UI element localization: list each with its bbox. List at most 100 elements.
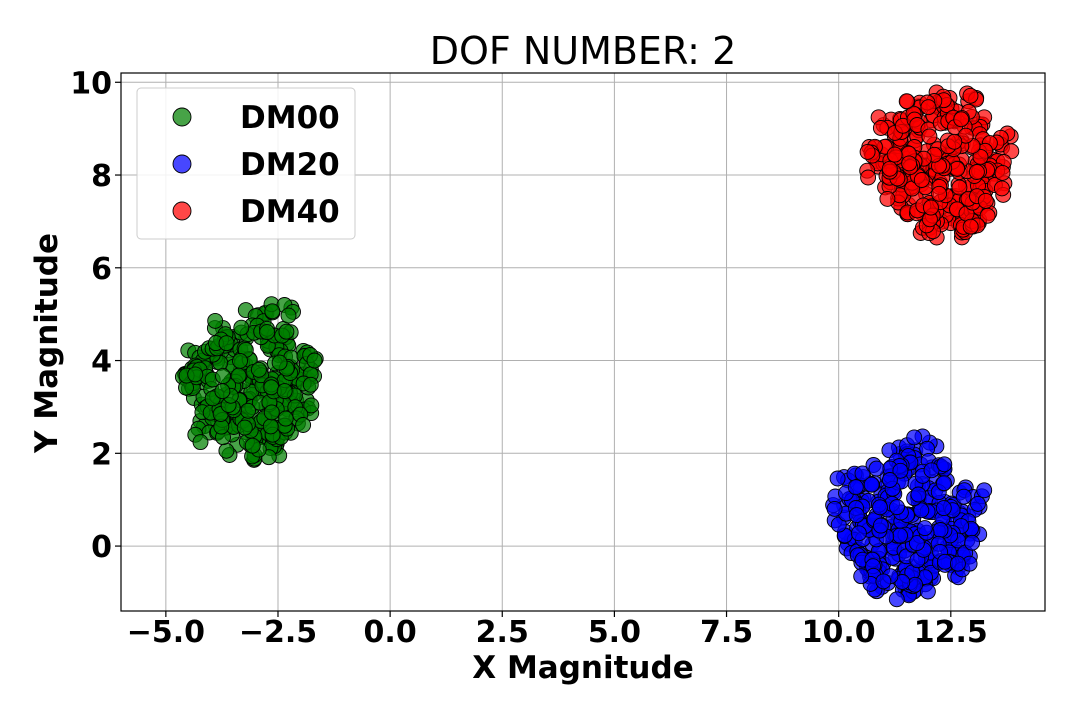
data-point [262,418,279,435]
data-point [910,486,927,503]
x-tick-label: 7.5 [700,615,753,650]
y-tick-label: 0 [91,530,112,565]
chart-title: DOF NUMBER: 2 [430,29,737,73]
data-point [215,368,231,385]
data-point [280,307,297,324]
legend: DM00 DM20 DM40 [136,87,356,240]
data-point [303,397,320,414]
data-point [859,143,876,160]
x-tick-label: 10.0 [802,615,876,650]
x-tick-label: −5.0 [127,615,205,650]
legend-label-dm00: DM00 [240,100,340,136]
y-tick-label: 6 [91,252,112,287]
data-point [259,324,276,341]
x-tick-label: 12.5 [914,615,988,650]
data-point [922,199,939,216]
data-point [976,482,993,499]
data-points [174,84,1020,608]
data-point [863,476,880,493]
legend-label-dm20: DM20 [240,147,340,183]
data-point [847,479,864,496]
data-point [953,111,970,128]
data-point [888,591,905,608]
data-point [263,379,280,396]
series-dm00 [174,296,324,468]
data-point [977,192,994,209]
x-axis-label: X Magnitude [472,650,693,686]
data-point [881,160,898,177]
data-point [829,470,846,487]
legend-label-dm40: DM40 [240,194,340,230]
data-point [872,120,889,136]
series-dm20 [825,428,993,608]
data-point [236,419,253,436]
series-dm40 [859,84,1020,246]
data-point [218,335,235,352]
data-point [964,534,981,551]
data-point [886,146,903,163]
plot-frame [120,72,1046,612]
data-point [214,383,231,400]
y-tick-label: 2 [91,437,112,472]
data-point [302,376,319,393]
data-point [192,434,209,451]
data-point [972,148,989,165]
data-point [271,354,288,371]
data-point [919,583,936,600]
data-point [276,383,293,400]
x-tick-label: −2.5 [239,615,317,650]
data-point [898,93,915,110]
data-point [916,520,933,537]
data-point [923,462,940,479]
y-tick-label: 8 [91,159,112,194]
data-point [875,573,892,590]
data-point [901,155,918,172]
data-point [277,410,294,427]
data-point [889,499,905,516]
y-axis-label: Y Magnitude [29,233,65,454]
data-point [306,352,323,369]
data-point [263,404,280,421]
y-tick-label: 4 [91,345,112,380]
data-point [969,495,986,512]
data-point [913,172,930,188]
data-point [892,527,908,544]
data-point [278,323,295,340]
data-point [244,437,261,454]
data-point [920,99,937,116]
data-point [936,553,953,570]
legend-box [136,87,356,240]
data-point [949,555,966,572]
data-point [868,460,885,477]
data-point [860,169,877,186]
data-point [207,312,224,329]
x-axis-ticks: −5.0 −2.5 0.0 2.5 5.0 7.5 10.0 12.5 [127,611,988,650]
x-tick-label: 5.0 [588,615,641,650]
data-point [872,517,889,534]
data-point [908,535,925,552]
data-point [233,319,250,336]
data-point [232,352,248,369]
data-point [230,367,247,384]
data-point [968,164,985,180]
data-point [881,472,898,488]
data-point [962,87,979,104]
legend-marker-dm40 [172,201,192,221]
data-point [872,499,888,516]
data-point [931,185,948,202]
data-point [853,568,870,585]
data-point [913,502,930,519]
data-point [994,164,1011,181]
data-point [935,500,952,517]
legend-marker-dm00 [172,107,192,127]
data-point [264,303,281,320]
data-point [892,462,909,479]
data-point [295,417,312,433]
data-point [218,442,235,459]
data-point [936,475,952,492]
data-point [250,361,267,378]
data-point [921,128,938,145]
data-point [848,507,865,524]
data-point [932,522,949,538]
